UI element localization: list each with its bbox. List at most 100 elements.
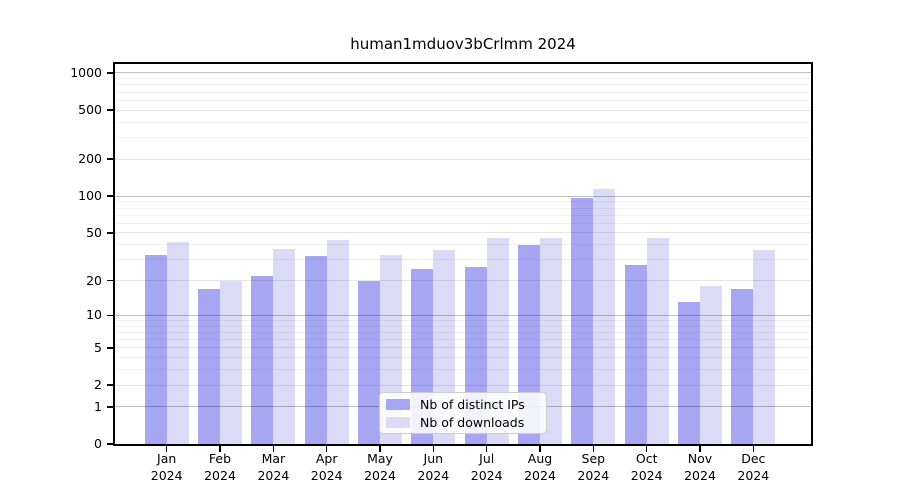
legend-label-distinct-ips: Nb of distinct IPs <box>420 396 525 412</box>
y-tick-mark <box>107 72 115 74</box>
legend: Nb of distinct IPs Nb of downloads <box>379 392 547 434</box>
y-tick-mark <box>107 347 115 349</box>
y-tick-mark <box>107 109 115 111</box>
gridline-minor <box>115 319 811 321</box>
gridline-minor <box>115 121 811 123</box>
gridline-minor <box>115 84 811 86</box>
x-tick-label-aug: Aug 2024 <box>500 451 580 484</box>
y-tick-mark <box>107 195 115 197</box>
x-label-year: 2024 <box>524 467 556 483</box>
x-label-month: Nov <box>687 451 713 466</box>
x-tick-mark <box>379 446 381 452</box>
x-tick-mark <box>325 446 328 452</box>
x-tick-label-jun: Jun 2024 <box>393 451 473 484</box>
y-tick-label: 0 <box>94 436 102 451</box>
bar-downloads-dec <box>753 250 776 444</box>
x-label-month: May <box>367 451 393 466</box>
gridline-minor <box>115 357 811 359</box>
y-tick-mark <box>107 443 115 445</box>
x-label-year: 2024 <box>630 467 663 483</box>
x-tick-label-feb: Feb 2024 <box>180 451 260 484</box>
x-tick-mark <box>592 446 595 452</box>
bar-downloads-feb <box>220 280 242 444</box>
y-tick-label: 200 <box>78 151 102 167</box>
bar-distinct-ips-apr <box>304 256 327 444</box>
y-tick-label: 1 <box>94 398 102 414</box>
x-label-month: Dec <box>741 451 766 466</box>
gridline-major <box>115 314 811 316</box>
x-label-year: 2024 <box>577 467 610 483</box>
gridline <box>115 347 811 349</box>
x-label-year: 2024 <box>150 467 183 483</box>
y-tick-label: 2 <box>94 377 102 392</box>
gridline-minor <box>115 201 811 203</box>
gridline-minor <box>115 244 811 245</box>
bar-downloads-nov <box>700 285 722 444</box>
gridline <box>115 232 811 234</box>
y-tick-label: 100 <box>78 188 102 204</box>
bar-downloads-jan <box>166 242 189 444</box>
gridline <box>115 109 811 111</box>
right-spine <box>811 62 813 446</box>
legend-item-distinct-ips: Nb of distinct IPs <box>386 397 546 412</box>
x-label-month: Aug <box>527 451 553 466</box>
y-tick-mark <box>107 384 115 386</box>
y-tick-label: 10 <box>86 307 102 323</box>
chart-title: human1mduov3bCrlmm 2024 <box>350 35 576 53</box>
x-tick-label-jan: Jan 2024 <box>127 451 207 484</box>
x-label-month: Jan <box>157 451 177 466</box>
bar-distinct-ips-jan <box>144 254 167 444</box>
x-tick-label-sep: Sep 2024 <box>553 451 633 484</box>
x-tick-label-apr: Apr 2024 <box>287 451 367 484</box>
x-tick-label-mar: Mar 2024 <box>233 451 313 484</box>
x-label-year: 2024 <box>417 467 450 483</box>
bar-downloads-oct <box>646 238 669 444</box>
y-tick-label: 500 <box>78 102 102 118</box>
x-tick-mark <box>752 446 755 452</box>
bar-downloads-mar <box>273 248 296 444</box>
x-label-year: 2024 <box>257 467 290 483</box>
x-tick-mark <box>219 446 221 452</box>
bar-downloads-sep <box>593 188 616 444</box>
x-label-month: Mar <box>261 451 286 466</box>
legend-item-downloads: Nb of downloads <box>386 415 546 430</box>
x-label-year: 2024 <box>684 467 716 483</box>
x-tick-mark <box>432 446 435 452</box>
x-tick-label-may: May 2024 <box>340 451 420 484</box>
gridline-minor <box>115 214 811 216</box>
legend-swatch-distinct-ips <box>386 398 410 410</box>
gridline-minor <box>115 259 811 261</box>
x-tick-mark <box>165 446 168 452</box>
legend-swatch-downloads <box>386 416 410 428</box>
x-label-month: Apr <box>315 451 338 466</box>
bar-distinct-ips-nov <box>678 302 700 444</box>
x-tick-mark <box>645 446 648 452</box>
y-tick-label: 50 <box>86 224 102 240</box>
gridline-minor <box>115 207 811 209</box>
gridline-minor <box>115 339 811 340</box>
legend-label-downloads: Nb of downloads <box>420 414 525 430</box>
bar-distinct-ips-oct <box>624 265 647 444</box>
gridline-minor <box>115 91 811 93</box>
gridline-minor <box>115 78 811 80</box>
gridline <box>115 384 811 386</box>
gridline-minor <box>115 369 811 370</box>
gridline <box>115 158 811 160</box>
y-tick-label: 20 <box>86 272 102 288</box>
bar-distinct-ips-mar <box>251 275 274 444</box>
x-label-month: Jul <box>479 451 495 466</box>
x-label-year: 2024 <box>737 467 770 483</box>
bottom-spine <box>113 444 813 446</box>
y-tick-mark <box>107 158 115 160</box>
y-tick-label: 5 <box>94 339 102 355</box>
bar-distinct-ips-sep <box>571 197 594 444</box>
x-tick-mark <box>699 446 701 452</box>
x-label-year: 2024 <box>204 467 236 483</box>
gridline-minor <box>115 325 811 327</box>
x-label-month: Sep <box>581 451 606 466</box>
gridline-minor <box>115 331 811 333</box>
gridline-major <box>115 195 811 197</box>
x-label-month: Feb <box>208 451 232 466</box>
gridline-major <box>115 72 811 74</box>
